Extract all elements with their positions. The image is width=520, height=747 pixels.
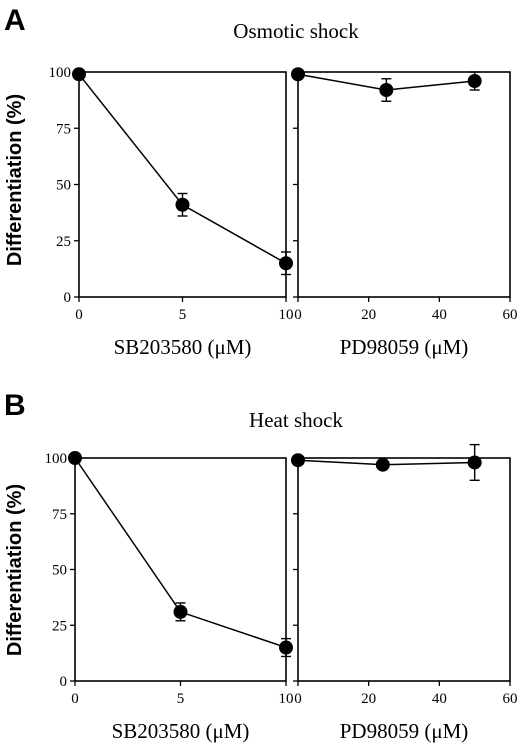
- y-tick-label: 75: [56, 121, 71, 137]
- y-tick-label: 50: [56, 178, 71, 194]
- plot-frame: [78, 71, 287, 298]
- data-point: [375, 457, 390, 472]
- data-point: [72, 67, 86, 82]
- x-tick-label: 5: [177, 691, 185, 707]
- y-tick-label: 100: [45, 451, 68, 467]
- x-tick-label: 40: [432, 307, 447, 323]
- data-point: [379, 83, 394, 97]
- series-line: [78, 73, 287, 264]
- x-tick-label: 10: [279, 307, 294, 323]
- y-tick-label: 25: [52, 618, 67, 634]
- x-tick-label: 60: [503, 307, 518, 323]
- panel-b-title: Heat shock: [249, 408, 343, 432]
- data-point: [68, 451, 82, 465]
- y-tick-label: 0: [64, 290, 72, 306]
- x-tick-label: 0: [294, 691, 302, 707]
- data-point: [175, 197, 190, 212]
- y-tick-label: 100: [49, 65, 72, 81]
- data-point: [173, 604, 188, 619]
- data-point: [467, 455, 482, 470]
- x-axis-label: PD98059 (μM): [340, 719, 469, 743]
- plot-frame: [297, 457, 511, 682]
- plot-frame: [74, 457, 287, 682]
- data-point: [279, 256, 293, 271]
- panel-b-ylabel: Differentiation (%): [4, 484, 26, 656]
- data-point: [467, 74, 482, 88]
- panel-letter-a: A: [4, 4, 26, 37]
- x-tick-label: 5: [179, 307, 187, 323]
- data-point: [291, 67, 305, 82]
- plot-frame: [297, 71, 511, 298]
- x-tick-label: 20: [361, 307, 376, 323]
- x-tick-label: 10: [279, 691, 294, 707]
- panel-a-ylabel: Differentiation (%): [4, 94, 26, 266]
- x-tick-label: 0: [75, 307, 83, 323]
- x-axis-label: PD98059 (μM): [340, 335, 469, 359]
- x-tick-label: 20: [361, 691, 376, 707]
- x-axis-label: SB203580 (μM): [112, 719, 250, 743]
- x-tick-label: 40: [432, 691, 447, 707]
- data-point: [291, 453, 305, 468]
- panel-a-title: Osmotic shock: [233, 19, 359, 43]
- x-tick-label: 60: [503, 691, 518, 707]
- y-tick-label: 50: [52, 563, 67, 579]
- y-tick-label: 75: [52, 507, 67, 523]
- data-point: [279, 640, 293, 655]
- y-tick-label: 25: [56, 234, 71, 250]
- x-tick-label: 0: [294, 307, 302, 323]
- y-tick-label: 0: [60, 674, 68, 690]
- x-axis-label: SB203580 (μM): [114, 335, 252, 359]
- x-tick-label: 0: [71, 691, 79, 707]
- panel-letter-b: B: [4, 389, 26, 422]
